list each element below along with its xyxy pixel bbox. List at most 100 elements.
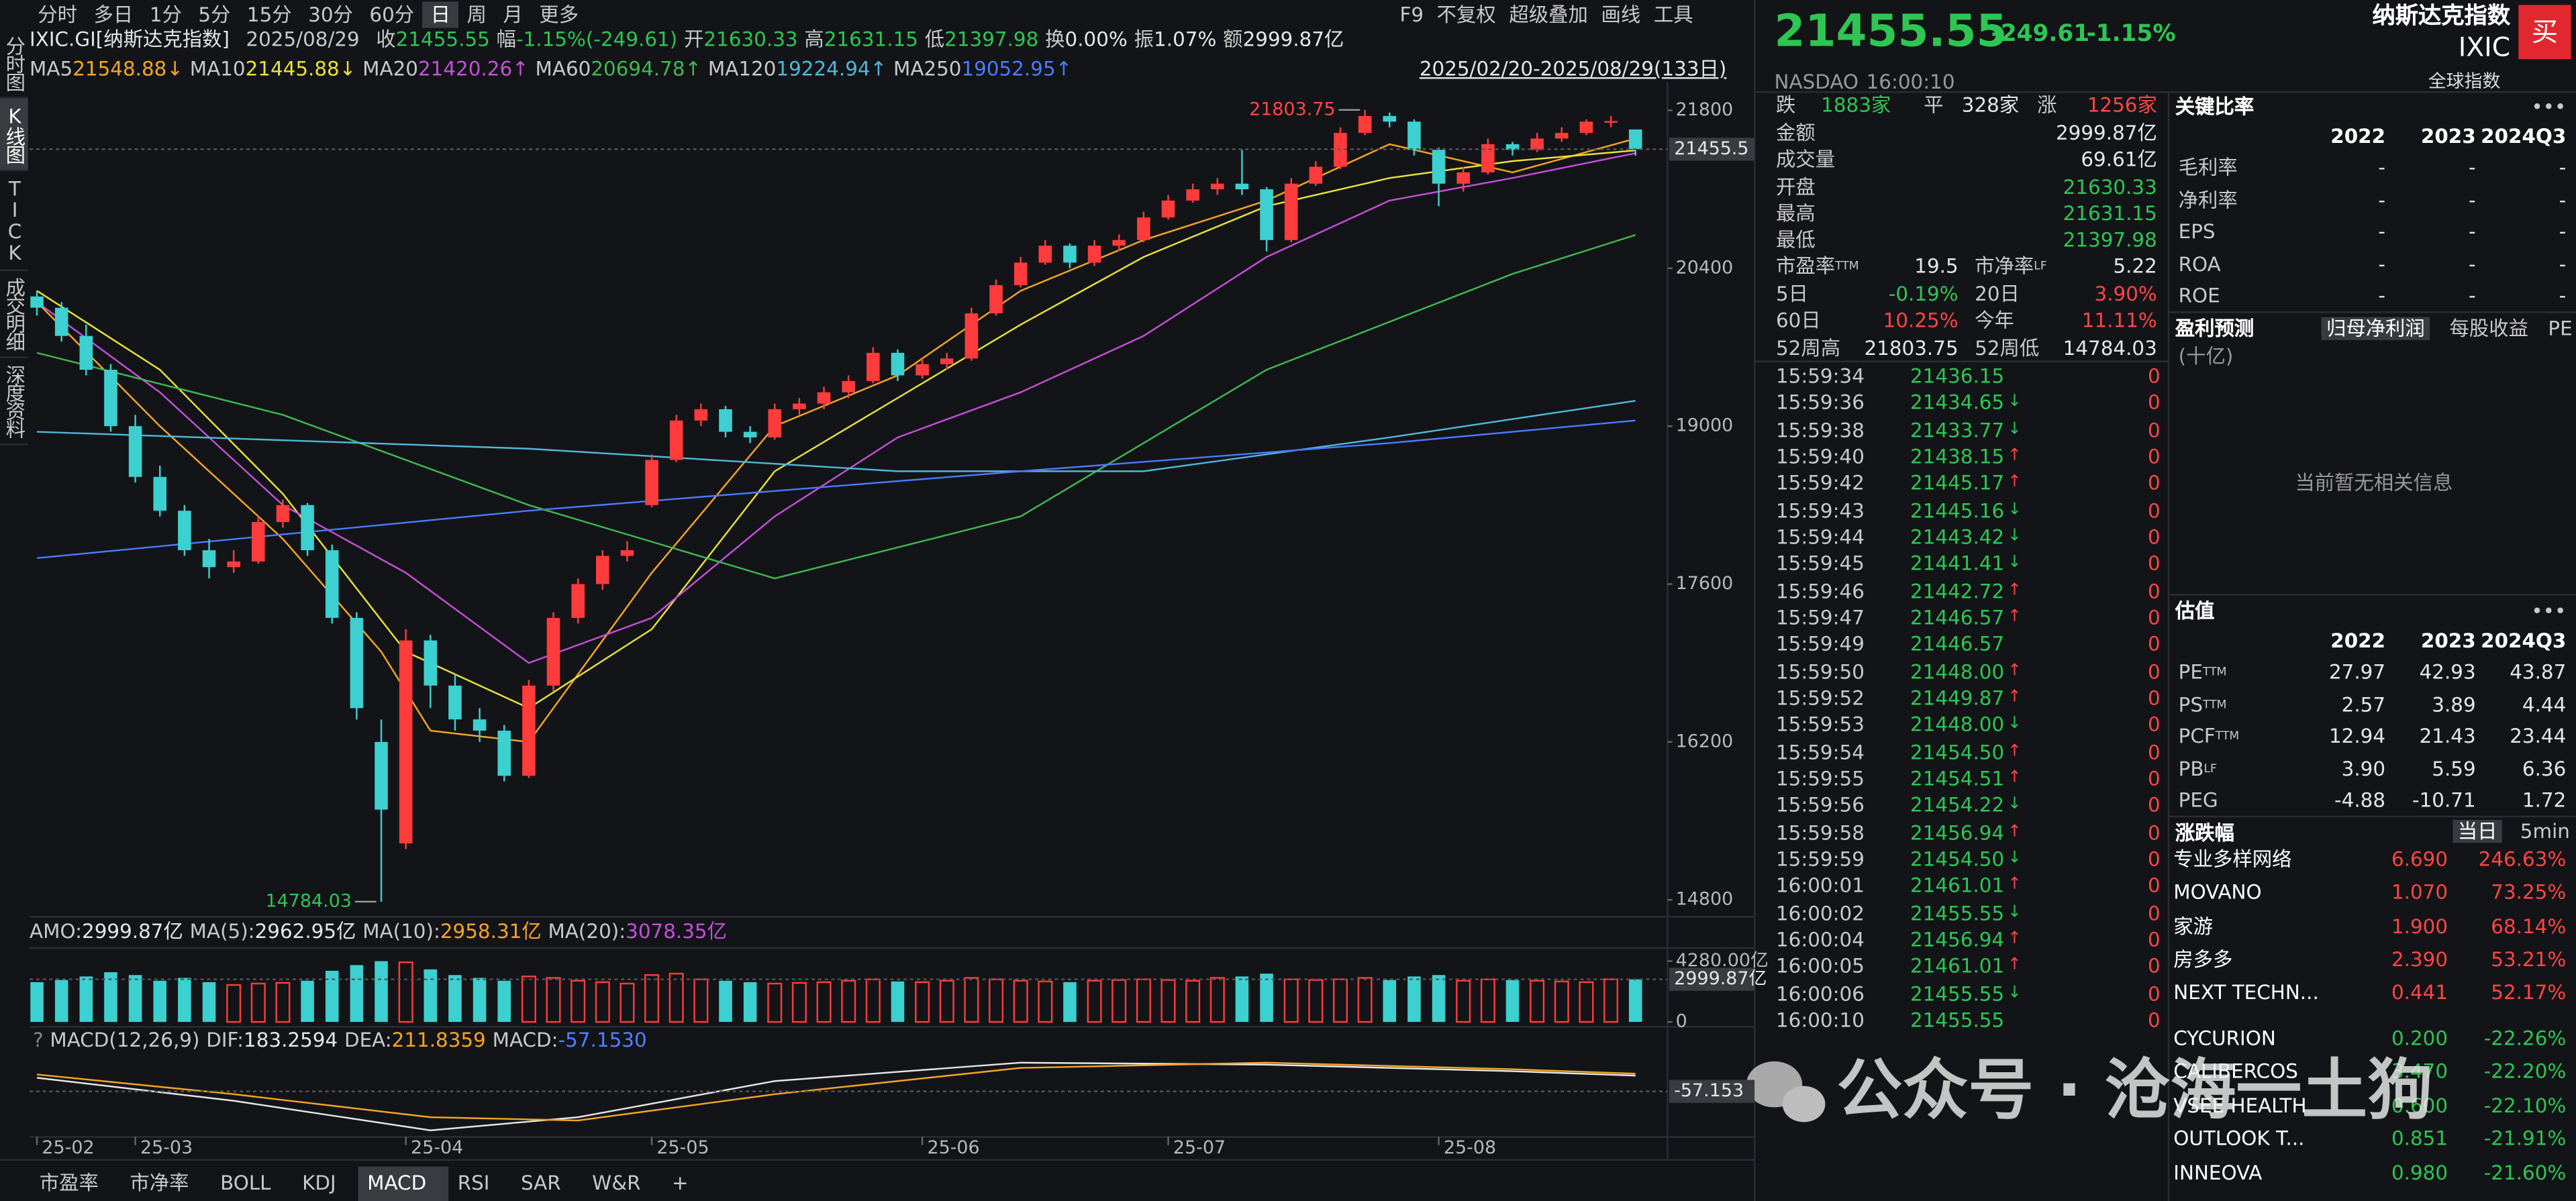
indicator-tab[interactable]: MACD (357, 1166, 448, 1201)
candle-body (768, 409, 782, 437)
indicator-tab[interactable]: SAR (520, 1171, 561, 1195)
volume-bar (202, 982, 216, 1023)
movers-tab[interactable]: 当日 (2453, 819, 2502, 843)
tick-arrow: ↓ (2008, 715, 2022, 733)
volume-bar (226, 984, 242, 1023)
legend-name: 换 (1045, 28, 1065, 51)
cell: - (2559, 252, 2567, 276)
tick-time: 15:59:47 (1775, 606, 1865, 629)
candle-body (1604, 121, 1618, 123)
legend-name: MACD: (492, 1028, 558, 1052)
tick-time: 15:59:54 (1775, 740, 1865, 764)
movers-tab[interactable]: 5min (2520, 819, 2570, 843)
stock-change: 52.17% (2491, 981, 2567, 1004)
tick-volume: 0 (2148, 713, 2161, 737)
side-tab[interactable]: TICK (0, 171, 28, 272)
legend-value: 1.07% (1154, 28, 1217, 51)
indicator-tab[interactable]: 市盈率 (39, 1171, 99, 1195)
side-tab[interactable]: 深度资料 (0, 358, 28, 446)
period-tab[interactable]: 5分 (198, 3, 231, 27)
indicator-tab[interactable]: W&R (592, 1171, 641, 1195)
tool-button[interactable]: 超级叠加 (1509, 3, 1588, 27)
x-tick-label: 25-04 (411, 1137, 463, 1158)
volume-bar (1136, 978, 1151, 1023)
stat-value: 69.61亿 (2081, 148, 2157, 172)
stat-label: 60日 (1775, 309, 1821, 332)
last-label: -57.153 (1674, 1080, 1744, 1101)
cell: 42.93 (2419, 660, 2476, 684)
candle-body (473, 719, 487, 731)
tick-volume: 0 (2148, 445, 2161, 468)
volume-bar (841, 980, 856, 1023)
tick-volume: 0 (2148, 499, 2161, 522)
candle-body (1628, 129, 1642, 150)
stat-value: 21630.33 (2063, 175, 2157, 199)
breadth-label: 平 (1924, 93, 1944, 117)
cell: - (2559, 188, 2567, 211)
legend-name: 开 (684, 28, 704, 51)
period-tab[interactable]: 15分 (246, 3, 292, 27)
legend-item: 低 21397.98 (925, 28, 1039, 51)
tick-price: 21449.87 (1910, 686, 2005, 710)
candle-body (571, 584, 585, 618)
side-tab[interactable]: K线图 (0, 98, 28, 171)
indicator-tab[interactable]: KDJ (302, 1171, 336, 1195)
volume-bar (1111, 979, 1127, 1023)
stat-value: 2999.87亿 (2055, 121, 2157, 145)
tool-button[interactable]: 工具 (1653, 3, 1693, 27)
volume-bar (521, 976, 536, 1023)
candle-body (153, 476, 167, 511)
tool-button[interactable]: 画线 (1601, 3, 1641, 27)
period-tab[interactable]: 周 (466, 3, 487, 27)
volume-bar (250, 982, 266, 1023)
period-tab[interactable]: 日 (422, 1, 459, 28)
empty-message: 当前暂无相关信息 (2295, 471, 2453, 495)
candle-body (1505, 144, 1520, 150)
row-label: PCFTTM (2178, 724, 2240, 748)
tick-time: 15:59:45 (1775, 552, 1865, 576)
forecast-tab[interactable]: PE (2548, 317, 2573, 340)
indicator-tab[interactable]: BOLL (220, 1171, 271, 1195)
forecast-tab[interactable]: 每股收益 (2449, 317, 2529, 340)
index-link[interactable]: 全球指数 (2428, 70, 2501, 93)
legend-item: 高 21631.15 (804, 28, 918, 51)
tick-price: 21455.55 (1910, 982, 2005, 1005)
unit-label: (十亿) (2178, 345, 2234, 368)
period-tab[interactable]: 60分 (369, 3, 415, 27)
period-tab[interactable]: 更多 (539, 3, 579, 27)
quote-price: 21455.55 (1774, 6, 2008, 58)
legend-value: 21455.55 (395, 28, 490, 51)
buy-button[interactable]: 买 (2518, 5, 2571, 60)
candle-body (1063, 246, 1077, 263)
more-button[interactable]: ••• (2531, 95, 2567, 119)
period-tab[interactable]: 多日 (93, 3, 134, 27)
tick-volume: 0 (2148, 660, 2161, 683)
side-tab[interactable]: 分时图 (0, 30, 28, 99)
candle-body (645, 460, 658, 505)
legend-value: -57.1530 (558, 1028, 647, 1052)
period-tab[interactable]: 1分 (149, 3, 182, 27)
tool-button[interactable]: F9 (1399, 3, 1424, 27)
tick-volume: 0 (2148, 472, 2161, 495)
forecast-tab[interactable]: 归母净利润 (2321, 317, 2430, 340)
volume-bar (30, 982, 44, 1023)
period-tab[interactable]: 30分 (308, 3, 353, 27)
indicator-tab[interactable]: RSI (457, 1171, 490, 1195)
tick-time: 15:59:46 (1775, 579, 1865, 603)
legend-item: 振 1.07% (1134, 28, 1217, 51)
indicator-tab[interactable]: 市净率 (130, 1171, 189, 1195)
candle-body (620, 550, 634, 556)
more-button[interactable]: ••• (2531, 599, 2567, 623)
tool-button[interactable]: 不复权 (1436, 3, 1496, 27)
indicator-tab[interactable]: + (672, 1171, 689, 1195)
toolbar: 分时 多日 1分 5分 15分 30分 60分日周月更多 (30, 1, 587, 28)
period-tab[interactable]: 月 (503, 3, 523, 27)
side-tab[interactable]: 成交明细 (0, 271, 28, 358)
volume-bar (301, 980, 314, 1023)
legend-value: -1.15%(-249.61) (515, 28, 678, 51)
volume-bar (939, 980, 954, 1023)
period-tab[interactable]: 分时 (38, 3, 78, 27)
legend-value: 21420.26↑ (417, 57, 529, 81)
column-header: 2023 (2420, 125, 2476, 148)
tick-price: 21433.77 (1910, 418, 2005, 441)
